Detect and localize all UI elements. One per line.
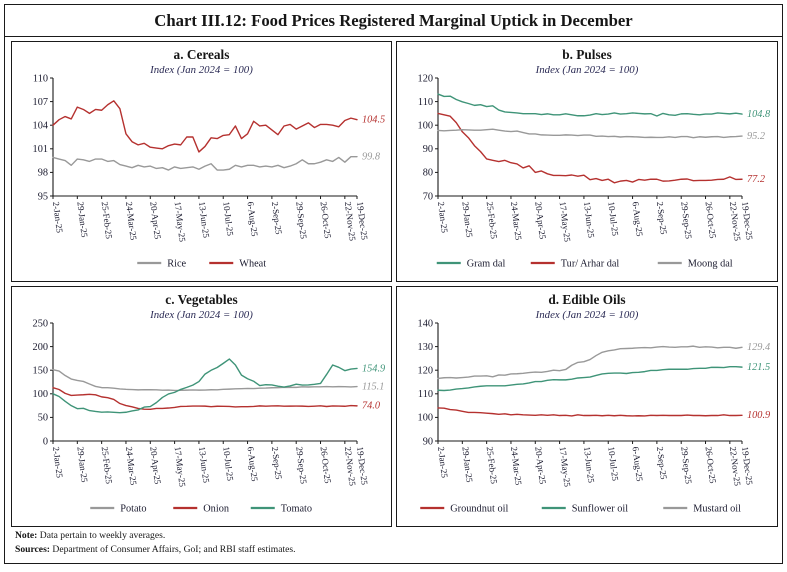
svg-text:Tur/ Arhar dal: Tur/ Arhar dal (561, 259, 620, 270)
svg-text:Potato: Potato (120, 504, 146, 515)
svg-text:26-Oct-25: 26-Oct-25 (319, 201, 333, 239)
svg-text:95: 95 (38, 191, 48, 202)
svg-text:6-Aug-25: 6-Aug-25 (631, 446, 645, 482)
svg-text:121.5: 121.5 (747, 362, 770, 373)
svg-text:20-Apr-25: 20-Apr-25 (533, 201, 548, 240)
svg-text:100: 100 (418, 121, 433, 132)
svg-text:6-Aug-25: 6-Aug-25 (246, 201, 260, 237)
svg-text:107: 107 (33, 97, 48, 108)
svg-text:6-Aug-25: 6-Aug-25 (631, 201, 645, 237)
svg-text:129.4: 129.4 (747, 342, 770, 353)
svg-text:0: 0 (43, 436, 48, 447)
svg-text:Sunflower oil: Sunflower oil (572, 504, 628, 515)
svg-text:29-Sep-25: 29-Sep-25 (294, 201, 309, 240)
svg-text:13-Jun-25: 13-Jun-25 (197, 201, 211, 239)
svg-text:29-Sep-25: 29-Sep-25 (679, 201, 694, 240)
svg-text:13-Jun-25: 13-Jun-25 (582, 201, 596, 239)
svg-text:101: 101 (33, 144, 48, 155)
svg-text:29-Jan-25: 29-Jan-25 (460, 446, 474, 483)
svg-text:74.0: 74.0 (362, 401, 381, 412)
svg-text:110: 110 (33, 74, 48, 84)
svg-text:2-Jan-25: 2-Jan-25 (51, 201, 65, 234)
svg-text:115.1: 115.1 (362, 381, 384, 392)
svg-text:2-Sep-25: 2-Sep-25 (655, 446, 669, 480)
svg-text:2-Sep-25: 2-Sep-25 (270, 446, 284, 480)
svg-text:10-Jul-25: 10-Jul-25 (606, 446, 620, 482)
svg-text:26-Oct-25: 26-Oct-25 (319, 446, 333, 484)
svg-text:29-Jan-25: 29-Jan-25 (460, 201, 474, 238)
svg-text:80: 80 (423, 168, 433, 179)
svg-text:Rice: Rice (167, 259, 186, 270)
svg-text:10-Jul-25: 10-Jul-25 (606, 201, 620, 237)
svg-text:50: 50 (38, 413, 48, 424)
svg-text:17-May-25: 17-May-25 (558, 446, 573, 488)
svg-text:25-Feb-25: 25-Feb-25 (485, 446, 500, 485)
svg-text:22-Nov-25: 22-Nov-25 (343, 201, 358, 242)
svg-text:2-Sep-25: 2-Sep-25 (270, 201, 284, 235)
svg-text:24-Mar-25: 24-Mar-25 (124, 446, 139, 486)
svg-text:29-Jan-25: 29-Jan-25 (75, 446, 89, 483)
svg-text:95.2: 95.2 (747, 131, 765, 142)
svg-text:154.9: 154.9 (362, 363, 385, 374)
svg-text:90: 90 (423, 436, 433, 447)
svg-text:20-Apr-25: 20-Apr-25 (148, 201, 163, 240)
svg-text:100.9: 100.9 (747, 410, 770, 421)
svg-text:100: 100 (418, 413, 433, 424)
svg-text:140: 140 (418, 319, 433, 329)
svg-text:22-Nov-25: 22-Nov-25 (728, 446, 743, 487)
svg-text:17-May-25: 17-May-25 (558, 201, 573, 243)
svg-text:22-Nov-25: 22-Nov-25 (728, 201, 743, 242)
svg-text:17-May-25: 17-May-25 (173, 446, 188, 488)
svg-text:Moong dal: Moong dal (688, 259, 733, 270)
svg-text:Wheat: Wheat (239, 259, 266, 270)
svg-text:29-Sep-25: 29-Sep-25 (679, 446, 694, 485)
svg-text:20-Apr-25: 20-Apr-25 (148, 446, 163, 485)
svg-text:Groundnut oil: Groundnut oil (450, 504, 508, 515)
svg-text:29-Sep-25: 29-Sep-25 (294, 446, 309, 485)
svg-text:200: 200 (33, 342, 48, 353)
svg-text:10-Jul-25: 10-Jul-25 (221, 446, 235, 482)
svg-text:Mustard oil: Mustard oil (693, 504, 741, 515)
svg-text:98: 98 (38, 168, 48, 179)
svg-text:90: 90 (423, 144, 433, 155)
svg-text:104: 104 (33, 121, 48, 132)
svg-text:29-Jan-25: 29-Jan-25 (75, 201, 89, 238)
svg-text:104.5: 104.5 (362, 114, 385, 125)
svg-text:120: 120 (418, 366, 433, 377)
svg-text:Onion: Onion (203, 504, 229, 515)
svg-text:99.8: 99.8 (362, 151, 381, 162)
svg-text:250: 250 (33, 319, 48, 329)
svg-text:25-Feb-25: 25-Feb-25 (100, 201, 115, 240)
svg-text:120: 120 (418, 74, 433, 84)
svg-text:13-Jun-25: 13-Jun-25 (197, 446, 211, 484)
svg-text:77.2: 77.2 (747, 174, 765, 185)
svg-text:130: 130 (418, 342, 433, 353)
svg-text:Tomato: Tomato (280, 504, 311, 515)
svg-text:24-Mar-25: 24-Mar-25 (509, 201, 524, 241)
svg-text:110: 110 (418, 389, 433, 400)
svg-text:2-Sep-25: 2-Sep-25 (655, 201, 669, 235)
svg-text:6-Aug-25: 6-Aug-25 (246, 446, 260, 482)
svg-text:2-Jan-25: 2-Jan-25 (436, 446, 450, 479)
svg-text:22-Nov-25: 22-Nov-25 (343, 446, 358, 487)
svg-text:25-Feb-25: 25-Feb-25 (485, 201, 500, 240)
svg-text:110: 110 (418, 97, 433, 108)
svg-text:25-Feb-25: 25-Feb-25 (100, 446, 115, 485)
svg-text:150: 150 (33, 366, 48, 377)
svg-text:2-Jan-25: 2-Jan-25 (436, 201, 450, 234)
svg-text:17-May-25: 17-May-25 (173, 201, 188, 243)
svg-text:26-Oct-25: 26-Oct-25 (704, 446, 718, 484)
svg-text:10-Jul-25: 10-Jul-25 (221, 201, 235, 237)
svg-text:Gram dal: Gram dal (467, 259, 506, 270)
svg-text:104.8: 104.8 (747, 109, 771, 120)
svg-text:26-Oct-25: 26-Oct-25 (704, 201, 718, 239)
svg-text:24-Mar-25: 24-Mar-25 (509, 446, 524, 486)
svg-text:70: 70 (423, 191, 433, 202)
svg-text:100: 100 (33, 389, 48, 400)
svg-text:13-Jun-25: 13-Jun-25 (582, 446, 596, 484)
svg-text:20-Apr-25: 20-Apr-25 (533, 446, 548, 485)
svg-text:24-Mar-25: 24-Mar-25 (124, 201, 139, 241)
svg-text:2-Jan-25: 2-Jan-25 (51, 446, 65, 479)
